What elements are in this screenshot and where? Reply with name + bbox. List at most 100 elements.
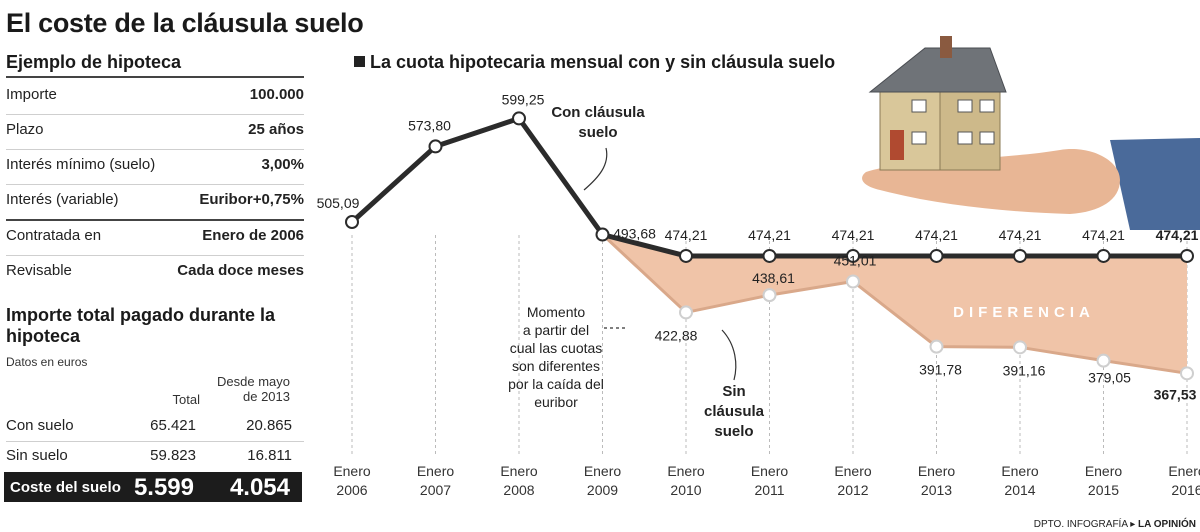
- annotation-moment: cual las cuotas: [510, 340, 603, 356]
- credit-dept: DPTO. INFOGRAFÍA: [1033, 519, 1128, 530]
- totals-unit: Datos en euros: [6, 355, 88, 369]
- annotation-moment: euribor: [534, 394, 578, 410]
- annotation-with-floor: Con cláusula: [551, 104, 645, 121]
- example-heading: Ejemplo de hipoteca: [6, 52, 182, 72]
- credit: DPTO. INFOGRAFÍA ▸ LA OPINIÓN: [1033, 519, 1196, 530]
- totals-row-with-floor: Con suelo 65.421 20.865: [6, 411, 304, 442]
- x-tick-label: 2008: [503, 482, 534, 498]
- row-value: 3,00%: [261, 156, 304, 173]
- difference-area: [602, 234, 1187, 374]
- x-tick-label: Enero: [667, 463, 705, 479]
- row-value: Enero de 2006: [202, 227, 304, 244]
- x-tick-label: 2013: [921, 482, 952, 498]
- point-without-floor: [679, 305, 693, 320]
- x-tick-label: 2010: [670, 482, 701, 498]
- example-row-revision: Revisable Cada doce meses: [6, 256, 304, 290]
- point-without-floor: [1013, 340, 1027, 355]
- annotation-with-floor: suelo: [578, 124, 617, 141]
- example-row-contracted: Contratada en Enero de 2006: [6, 221, 304, 256]
- x-tick-label: Enero: [500, 463, 538, 479]
- data-label-with-floor: 505,09: [317, 195, 360, 211]
- row-label: Interés (variable): [6, 191, 119, 208]
- x-tick-label: Enero: [751, 463, 789, 479]
- x-tick-label: 2012: [837, 482, 868, 498]
- row-value: 25 años: [248, 121, 304, 138]
- data-label-with-floor: 474,21: [1082, 227, 1125, 243]
- x-tick-label: Enero: [1085, 463, 1123, 479]
- point-without-floor: [1096, 353, 1111, 368]
- row-label: Importe: [6, 86, 57, 103]
- data-label-with-floor: 474,21: [748, 227, 791, 243]
- house-window: [979, 99, 995, 113]
- point-with-floor: [595, 227, 610, 242]
- data-label-without-floor: 391,78: [919, 362, 962, 378]
- point-with-floor: [1013, 248, 1027, 263]
- totals-col-total: Total: [172, 392, 200, 407]
- row-since: 20.865: [246, 417, 292, 434]
- data-label-with-floor: 474,21: [1156, 227, 1199, 243]
- x-tick-label: 2009: [587, 482, 618, 498]
- point-with-floor: [762, 248, 777, 263]
- row-value: Euribor+0,75%: [199, 191, 304, 208]
- annotation-moment: son diferentes: [512, 358, 600, 374]
- data-label-with-floor: 474,21: [832, 227, 875, 243]
- example-table: Importe 100.000 Plazo 25 años Interés mí…: [6, 80, 304, 290]
- point-with-floor: [345, 215, 359, 229]
- row-label: Revisable: [6, 262, 72, 279]
- row-label: Plazo: [6, 121, 44, 138]
- annotation-moment: por la caída del: [508, 376, 604, 392]
- point-with-floor: [1180, 248, 1194, 263]
- data-label-with-floor: 474,21: [999, 227, 1042, 243]
- series-line-without-floor: [601, 233, 1188, 375]
- annotation-without-floor: Sin: [722, 383, 745, 400]
- point-without-floor: [1180, 366, 1194, 381]
- data-label-without-floor: 367,53: [1154, 386, 1197, 402]
- row-label: Sin suelo: [6, 447, 68, 464]
- house-window: [911, 131, 927, 145]
- sleeve: [1110, 138, 1200, 230]
- credit-brand: LA OPINIÓN: [1138, 519, 1196, 530]
- house-roof: [868, 47, 1007, 93]
- data-label-with-floor: 573,80: [408, 117, 451, 133]
- row-label: Interés mínimo (suelo): [6, 156, 156, 173]
- row-total: 59.823: [150, 447, 196, 464]
- x-tick-label: Enero: [417, 463, 455, 479]
- point-without-floor: [846, 274, 860, 289]
- data-label-without-floor: 391,16: [1003, 362, 1046, 378]
- data-label-with-floor: 493,68: [613, 226, 656, 242]
- point-with-floor: [679, 248, 693, 263]
- annotation-without-floor: cláusula: [704, 403, 765, 420]
- data-label-without-floor: 422,88: [655, 327, 698, 343]
- row-label: Contratada en: [6, 227, 102, 244]
- example-divider: [6, 76, 304, 78]
- x-tick-label: 2015: [1088, 482, 1119, 498]
- x-tick-label: 2007: [420, 482, 451, 498]
- x-tick-label: Enero: [834, 463, 872, 479]
- x-tick-label: Enero: [1001, 463, 1039, 479]
- x-tick-label: Enero: [333, 463, 371, 479]
- point-with-floor: [428, 139, 443, 154]
- difference-label: DIFERENCIA: [953, 304, 1095, 321]
- house-door: [890, 130, 904, 160]
- point-without-floor: [762, 288, 777, 303]
- floor-cost-since: 4.054: [229, 474, 290, 501]
- data-label-with-floor: 599,25: [502, 91, 545, 107]
- house-window: [911, 99, 927, 113]
- annotation-without-floor: suelo: [714, 423, 753, 440]
- x-tick-label: 2006: [336, 482, 367, 498]
- point-with-floor: [1096, 248, 1111, 263]
- x-tick-label: Enero: [918, 463, 956, 479]
- x-tick-label: 2014: [1004, 482, 1035, 498]
- point-without-floor: [929, 339, 944, 354]
- main-title: El coste de la cláusula suelo: [6, 8, 364, 38]
- row-value: Cada doce meses: [177, 262, 304, 279]
- chart-title-text: La cuota hipotecaria mensual con y sin c…: [370, 52, 836, 72]
- annotation-moment: a partir del: [523, 322, 589, 338]
- data-label-without-floor: 438,61: [752, 270, 795, 286]
- house-in-hand-illustration: [862, 36, 1200, 230]
- x-tick-label: 2011: [754, 482, 784, 498]
- floor-cost-total: 5.599: [133, 474, 194, 501]
- house-window: [957, 131, 973, 145]
- totals-heading: Importe total pagado durante la hipoteca: [6, 305, 276, 346]
- floor-cost-label: Coste del suelo: [10, 479, 121, 496]
